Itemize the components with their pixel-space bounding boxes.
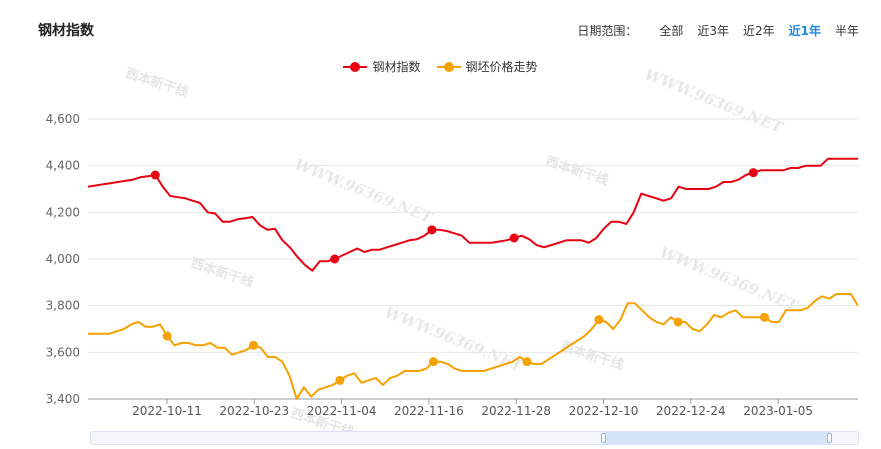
data-point-billet-price [673,317,683,327]
data-point-steel-index [427,225,437,235]
legend-item-billet-price[interactable]: 钢坯价格走势 [436,58,538,75]
legend-line-icon [343,61,368,72]
x-tick-label: 2022-12-24 [656,404,726,418]
data-point-billet-price [759,312,769,322]
x-tick-label: 2022-10-23 [219,404,289,418]
y-tick-label: 4,000 [46,252,80,266]
legend-item-steel-index[interactable]: 钢材指数 [343,58,421,75]
x-tick-label: 2022-11-16 [394,404,464,418]
data-zoom-slider[interactable] [90,431,859,445]
legend-label-steel-index: 钢材指数 [372,60,421,74]
range-option-all[interactable]: 全部 [659,24,684,38]
series-line-steel-index [87,157,858,272]
data-point-billet-price [594,315,604,325]
x-tick-label: 2022-12-10 [569,404,639,418]
data-point-steel-index [748,168,758,178]
y-tick-label: 4,400 [46,159,80,173]
data-zoom-handle-left[interactable] [601,433,606,443]
data-point-steel-index [509,233,519,243]
data-point-billet-price [249,340,259,350]
range-option-half-year[interactable]: 半年 [834,24,859,38]
data-point-steel-index [330,254,340,264]
series-line-billet-price [88,293,859,400]
y-tick-label: 3,600 [46,345,80,359]
chart-legend: 钢材指数 钢坯价格走势 [0,58,881,75]
page-title: 钢材指数 [38,23,94,39]
data-point-billet-price [335,375,345,385]
legend-label-billet-price: 钢坯价格走势 [465,60,538,74]
x-tick-label: 2022-10-11 [132,404,202,418]
range-option-3y[interactable]: 近3年 [697,24,729,38]
y-tick-label: 3,400 [46,392,80,406]
y-tick-label: 4,600 [46,112,80,126]
line-chart: 3,400 3,600 3,800 4,000 4,200 4,400 4,600 2022-… [46,112,859,418]
x-tick-label: 2023-01-05 [743,404,813,418]
x-tick-label: 2022-11-28 [481,404,551,418]
data-point-steel-index [150,170,160,180]
date-range-label: 日期范围： [577,24,638,38]
data-zoom-handle-right[interactable] [827,433,832,443]
date-range-selector: 日期范围： 全部 近3年 近2年 近1年 半年 [577,22,859,39]
data-point-billet-price [428,357,438,367]
data-point-billet-price [162,331,172,341]
x-tick-label: 2022-11-04 [307,404,377,418]
data-zoom-window[interactable] [604,432,830,444]
y-tick-label: 4,200 [46,205,80,219]
range-option-1y[interactable]: 近1年 [788,24,821,38]
range-option-2y[interactable]: 近2年 [742,24,775,38]
legend-line-icon [436,61,461,72]
y-tick-label: 3,800 [46,299,80,313]
data-point-billet-price [522,357,532,367]
